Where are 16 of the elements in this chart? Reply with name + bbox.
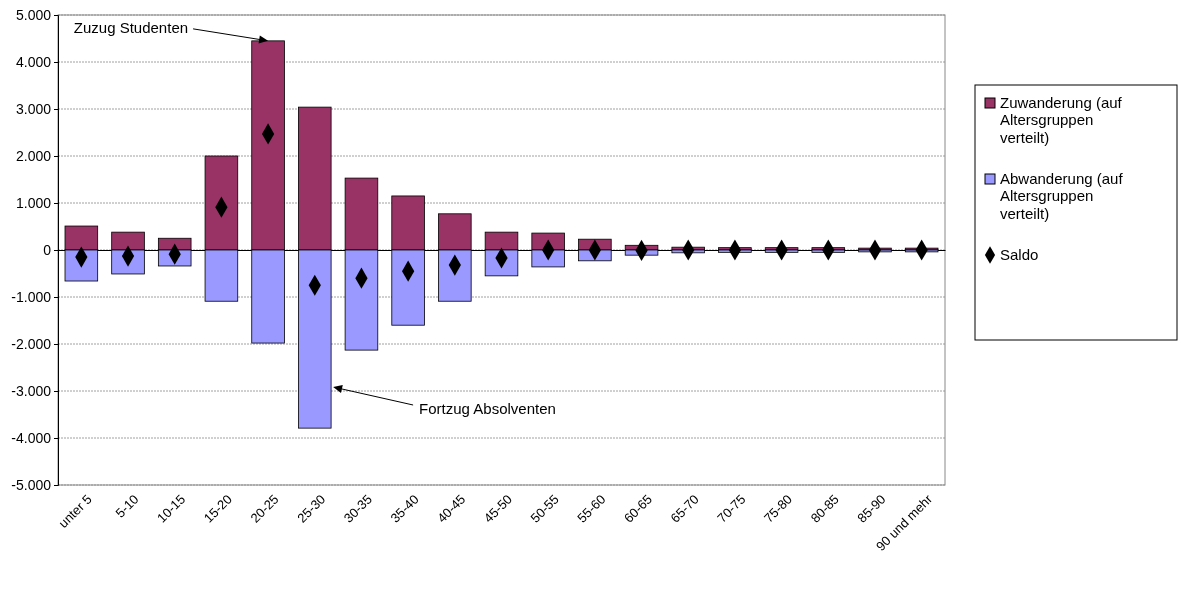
- y-tick-label: -1.000: [11, 288, 52, 305]
- legend-label: Saldo: [1000, 246, 1039, 263]
- y-tick-label: -5.000: [11, 476, 52, 493]
- annotation: Fortzug Absolventen: [419, 400, 556, 417]
- y-tick-label: 1.000: [15, 194, 52, 211]
- y-tick-label: 3.000: [15, 100, 52, 117]
- legend-label: Abwanderung (auf Altersgruppen verteilt): [1000, 170, 1124, 222]
- y-tick-label: 4.000: [15, 53, 52, 70]
- y-tick-label: 2.000: [15, 147, 52, 164]
- y-tick-label: 0: [43, 241, 52, 258]
- y-tick-label: -3.000: [11, 382, 52, 399]
- y-tick-label: 5.000: [15, 6, 52, 23]
- y-tick-label: -4.000: [11, 429, 52, 446]
- y-tick-label: -2.000: [11, 335, 52, 352]
- annotation: Zuzug Studenten: [73, 18, 189, 36]
- legend-label: Zuwanderung (auf Altersgruppen verteilt): [1000, 94, 1123, 146]
